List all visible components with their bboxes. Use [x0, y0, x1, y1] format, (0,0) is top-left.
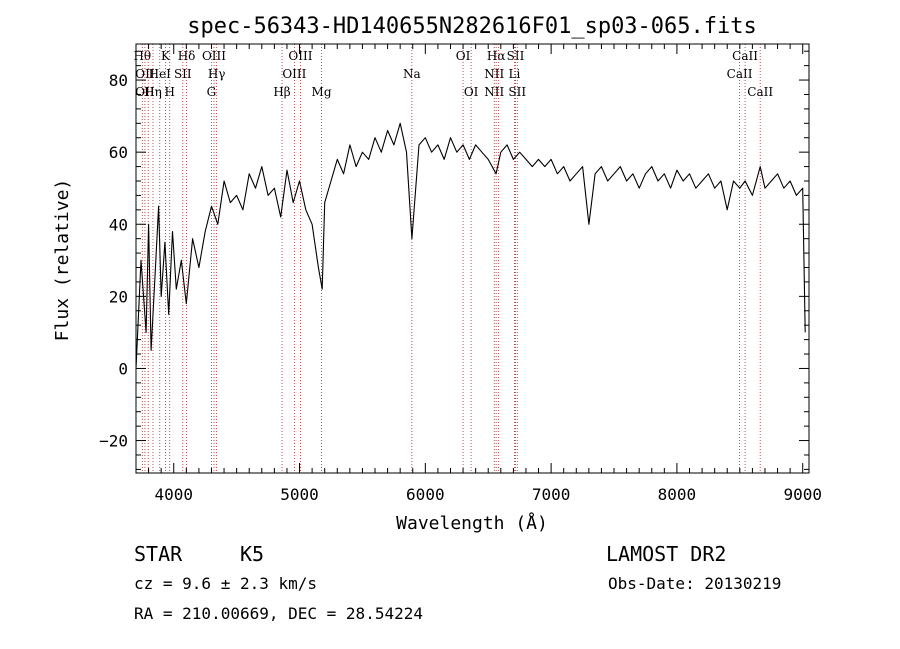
chart-title: spec-56343-HD140655N282616F01_sp03-065.f… — [187, 14, 757, 39]
line-label: Hη — [144, 85, 162, 99]
line-label: CaII — [727, 67, 753, 81]
x-tick-label: 8000 — [658, 485, 697, 504]
line-label: OII — [135, 85, 155, 99]
y-axis: −20 0 20 40 60 80 — [99, 50, 809, 470]
y-axis-label: Flux (relative) — [52, 179, 73, 342]
y-tick-label: −20 — [99, 432, 128, 451]
plot-frame — [135, 43, 810, 474]
y-tick-label: 60 — [109, 143, 128, 162]
line-label: SII — [174, 67, 192, 81]
line-label: Li — [508, 67, 520, 81]
line-label: NII — [484, 85, 504, 99]
line-label: H — [164, 85, 174, 99]
line-label: OIII — [282, 67, 306, 81]
observation-date: Obs-Date: 20130219 — [608, 574, 781, 593]
y-tick-label: 40 — [109, 215, 128, 234]
line-label: G — [207, 85, 217, 99]
x-tick-label: 4000 — [154, 485, 193, 504]
line-label: K — [161, 49, 171, 63]
line-label: Na — [403, 67, 421, 81]
y-tick-label: 0 — [118, 359, 128, 378]
line-label: OI — [464, 85, 479, 99]
redshift-readout: cz = 9.6 ± 2.3 km/s — [134, 574, 317, 593]
x-tick-label: 6000 — [406, 485, 445, 504]
line-label: Hδ — [178, 49, 196, 63]
x-tick-label: 9000 — [783, 485, 822, 504]
line-label: CaII — [747, 85, 773, 99]
object-class: STAR — [134, 542, 183, 566]
line-label: Hα — [487, 49, 506, 63]
series-0-line — [135, 122, 806, 369]
object-subclass: K5 — [240, 542, 264, 566]
line-label: OI — [456, 49, 471, 63]
x-tick-label: 7000 — [532, 485, 571, 504]
line-label: NII — [484, 67, 504, 81]
line-label: OIII — [202, 49, 226, 63]
line-label: Mg — [312, 85, 332, 99]
y-tick-label: 20 — [109, 287, 128, 306]
spectral-line-markers: HθOIIOIIHηHeIKHSIIHδGOIIIHγHβOIIIOIIIMgN… — [133, 44, 773, 473]
survey-name: LAMOST DR2 — [606, 542, 726, 566]
x-tick-label: 5000 — [280, 485, 319, 504]
x-axis: 4000 5000 6000 7000 8000 9000 — [148, 44, 822, 504]
line-label: SII — [507, 49, 525, 63]
line-label: Hγ — [208, 67, 226, 81]
line-label: HeI — [149, 67, 172, 81]
line-label: CaII — [732, 49, 758, 63]
x-axis-label: Wavelength (Å) — [396, 512, 548, 534]
line-label: SII — [508, 85, 526, 99]
line-label: Hθ — [133, 49, 151, 63]
line-label: OII — [135, 67, 155, 81]
line-label: OIII — [288, 49, 312, 63]
y-tick-label: 80 — [109, 71, 128, 90]
coordinates-readout: RA = 210.00669, DEC = 28.54224 — [134, 604, 423, 623]
line-label: Hβ — [273, 85, 290, 99]
spectrum-series — [135, 122, 806, 369]
